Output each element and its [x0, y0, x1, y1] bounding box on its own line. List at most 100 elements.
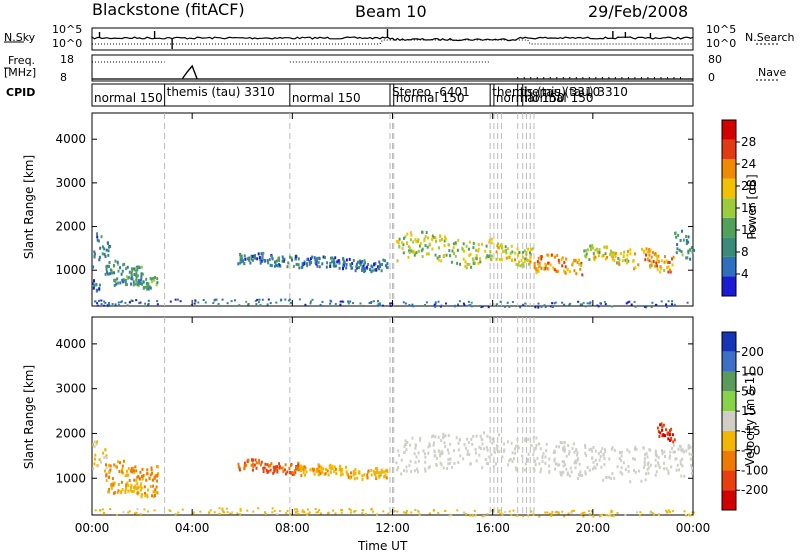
echo-pixel — [566, 473, 569, 477]
echo-pixel — [334, 512, 337, 515]
echo-pixel — [423, 237, 426, 241]
echo-pixel — [534, 306, 537, 309]
velocity-colorbar-tick-label: 100 — [741, 365, 764, 379]
echo-pixel — [535, 436, 538, 440]
echo-pixel — [145, 282, 148, 285]
echo-pixel — [345, 263, 348, 267]
echo-pixel — [564, 463, 567, 467]
echo-pixel — [654, 449, 657, 453]
echo-pixel — [457, 448, 460, 452]
echo-pixel — [317, 473, 320, 477]
echo-pixel — [646, 462, 649, 466]
echo-pixel — [665, 303, 668, 306]
echo-pixel — [267, 261, 270, 265]
echo-pixel — [406, 441, 409, 444]
echo-pixel — [113, 278, 116, 282]
echo-pixel — [314, 508, 317, 510]
echo-pixel — [316, 256, 319, 260]
echo-pixel — [135, 478, 138, 482]
echo-pixel — [352, 473, 355, 477]
echo-pixel — [129, 488, 132, 492]
echo-pixel — [213, 299, 216, 302]
echo-pixel — [568, 452, 571, 456]
echo-pixel — [289, 255, 291, 259]
echo-pixel — [468, 240, 471, 244]
echo-pixel — [321, 470, 324, 474]
echo-pixel — [319, 469, 322, 473]
echo-pixel — [424, 244, 427, 247]
echo-pixel — [94, 453, 97, 457]
echo-pixel — [575, 448, 577, 452]
echo-pixel — [501, 455, 504, 459]
echo-pixel — [598, 251, 601, 254]
echo-pixel — [687, 447, 690, 450]
echo-pixel — [96, 440, 99, 444]
echo-pixel — [120, 301, 122, 304]
echo-pixel — [574, 259, 577, 263]
echo-pixel — [385, 476, 388, 480]
echo-pixel — [667, 509, 670, 512]
echo-pixel — [414, 460, 417, 464]
echo-pixel — [296, 508, 299, 511]
echo-pixel — [451, 249, 454, 253]
echo-pixel — [117, 460, 120, 464]
echo-pixel — [675, 235, 678, 239]
power-colorbar-segment — [722, 237, 736, 257]
echo-pixel — [415, 443, 417, 447]
echo-pixel — [610, 255, 613, 259]
echo-pixel — [537, 269, 540, 273]
echo-pixel — [217, 302, 220, 305]
echo-pixel — [655, 470, 658, 474]
echo-pixel — [130, 299, 133, 302]
echo-pixel — [258, 298, 261, 301]
echo-pixel — [526, 258, 528, 262]
echo-pixel — [258, 461, 261, 465]
echo-pixel — [576, 453, 579, 457]
echo-pixel — [120, 480, 123, 484]
echo-pixel — [685, 449, 688, 453]
power-colorbar-tick-label: 12 — [741, 223, 756, 237]
echo-pixel — [144, 285, 147, 289]
echo-pixel — [427, 252, 430, 256]
echo-pixel — [606, 256, 608, 259]
echo-pixel — [373, 262, 376, 266]
echo-pixel — [467, 304, 470, 307]
echo-pixel — [386, 468, 389, 472]
echo-pixel — [539, 447, 542, 451]
echo-pixel — [437, 435, 440, 439]
echo-pixel — [515, 468, 518, 472]
x-axis-label: Time UT — [358, 539, 408, 553]
echo-pixel — [406, 232, 409, 236]
echo-pixel — [413, 253, 416, 257]
echo-pixel — [572, 442, 575, 446]
power-echo-region-1 — [104, 259, 144, 279]
echo-pixel — [239, 261, 242, 265]
echo-pixel — [125, 483, 128, 487]
echo-pixel — [156, 465, 159, 469]
echo-pixel — [570, 470, 573, 474]
echo-pixel — [273, 466, 276, 470]
power-echo-region-5 — [297, 255, 389, 274]
echo-pixel — [665, 259, 668, 263]
echo-pixel — [609, 253, 612, 257]
echo-pixel — [404, 302, 407, 305]
echo-pixel — [379, 302, 381, 305]
echo-pixel — [318, 463, 321, 467]
echo-pixel — [675, 457, 678, 461]
echo-pixel — [308, 511, 311, 514]
echo-pixel — [533, 469, 536, 473]
echo-pixel — [318, 509, 321, 511]
echo-pixel — [280, 298, 283, 301]
echo-pixel — [334, 303, 337, 305]
velocity-colorbar-tick-label: 50 — [741, 384, 756, 398]
echo-pixel — [651, 301, 654, 304]
echo-pixel — [218, 507, 221, 510]
echo-pixel — [299, 466, 301, 469]
echo-pixel — [424, 469, 427, 473]
echo-pixel — [258, 458, 261, 462]
echo-pixel — [656, 264, 658, 268]
x-tick-label: 00:00 — [676, 521, 711, 535]
echo-pixel — [681, 457, 684, 461]
echo-pixel — [92, 443, 94, 447]
